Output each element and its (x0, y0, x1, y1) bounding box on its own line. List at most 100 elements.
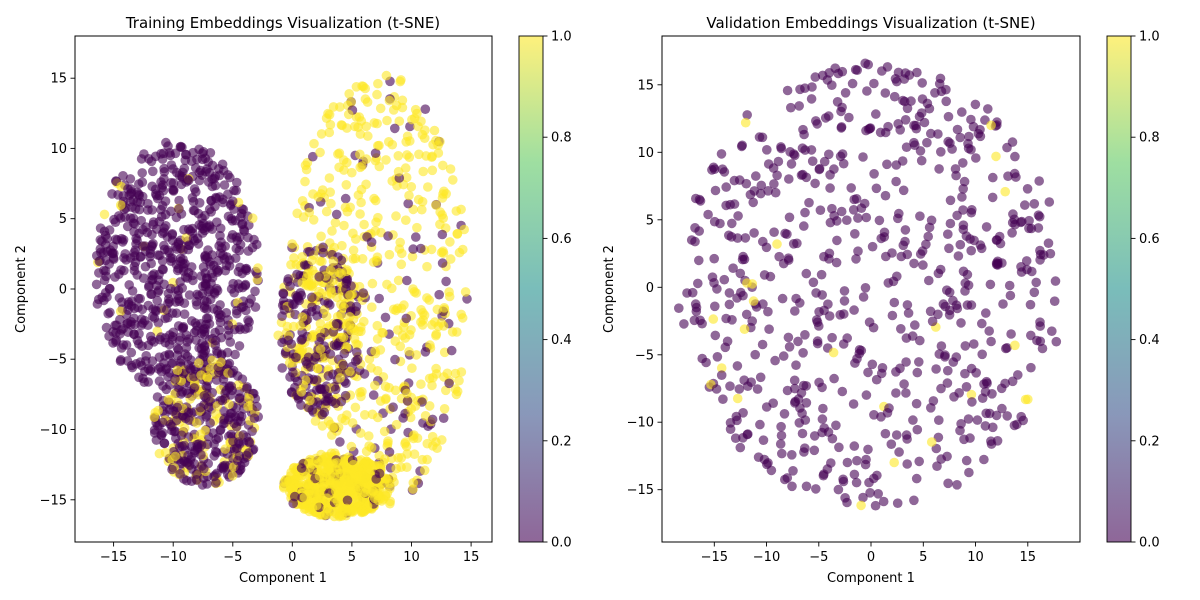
scatter-point (819, 469, 829, 480)
x-tick: 5 (348, 542, 356, 565)
scatter-point (770, 355, 780, 366)
scatter-point (307, 332, 317, 343)
scatter-point (863, 444, 873, 455)
scatter-point (958, 184, 968, 194)
scatter-point (986, 336, 996, 347)
scatter-point (876, 233, 886, 244)
scatter-point (232, 177, 242, 188)
scatter-point (221, 308, 232, 318)
scatter-point (419, 465, 430, 476)
scatter-point (902, 459, 912, 469)
scatter-point (1043, 238, 1054, 248)
scatter-point (801, 268, 812, 279)
x-tick: −5 (809, 542, 828, 565)
scatter-point (769, 227, 779, 237)
scatter-point (423, 182, 433, 192)
scatter-point (943, 365, 953, 376)
scatter-point (709, 164, 720, 174)
scatter-point (134, 228, 144, 239)
scatter-point (362, 501, 373, 511)
scatter-point (1009, 420, 1020, 431)
scatter-point (405, 412, 416, 423)
scatter-point (384, 137, 394, 147)
scatter-point (381, 393, 391, 404)
scatter-point (751, 171, 761, 181)
scatter-point (402, 275, 412, 286)
scatter-point (171, 259, 182, 270)
scatter-point (192, 418, 202, 428)
scatter-point (891, 160, 902, 170)
scatter-point (848, 399, 859, 409)
scatter-point (140, 261, 151, 272)
scatter-point (797, 143, 808, 153)
colorbar-tick-label: 0.6 (1139, 232, 1160, 247)
scatter-point (352, 347, 362, 358)
scatter-point (901, 388, 911, 398)
scatter-point (417, 454, 428, 465)
scatter-point (328, 102, 339, 112)
scatter-point (800, 207, 810, 218)
scatter-point (732, 393, 743, 404)
scatter-point (718, 394, 728, 405)
scatter-point (960, 341, 971, 351)
x-tick: 15 (1020, 542, 1036, 565)
scatter-point (337, 240, 347, 251)
scatter-point (961, 231, 972, 241)
scatter-point (938, 299, 949, 309)
scatter-point (207, 181, 218, 192)
scatter-point (768, 398, 778, 409)
scatter-point (838, 476, 849, 487)
colorbar-tick-label: 0.4 (1139, 333, 1160, 348)
scatter-point (404, 190, 414, 201)
scatter-point (915, 146, 926, 156)
scatter-point (958, 266, 969, 277)
scatter-point (915, 211, 925, 221)
scatter-point (152, 295, 162, 306)
x-tick-label: 5 (919, 550, 927, 565)
scatter-point (202, 273, 212, 284)
scatter-point (205, 363, 216, 374)
scatter-point (297, 312, 308, 322)
colorbar-tick-label: 0.0 (551, 536, 572, 551)
scatter-point (202, 297, 212, 307)
scatter-point (146, 335, 157, 346)
scatter-point (316, 288, 327, 299)
scatter-point (157, 154, 168, 164)
scatter-point (194, 198, 205, 208)
scatter-point (295, 321, 305, 331)
scatter-point (784, 212, 795, 223)
colorbar-tick: 0.6 (543, 232, 572, 247)
scatter-point (184, 290, 195, 300)
scatter-point (961, 382, 972, 392)
scatter-point (158, 381, 168, 391)
scatter-point (928, 396, 939, 406)
scatter-point (445, 237, 455, 247)
scatter-point (240, 324, 250, 334)
scatter-point (334, 162, 344, 173)
scatter-point (200, 251, 210, 262)
scatter-point (738, 433, 748, 443)
scatter-point (331, 318, 342, 329)
training-x-ticks: −15 −10 −5 0 5 10 (100, 542, 479, 565)
scatter-point (340, 202, 351, 213)
scatter-point (330, 384, 341, 395)
scatter-point (750, 349, 760, 360)
scatter-point (143, 300, 154, 311)
scatter-point (909, 495, 919, 506)
scatter-point (372, 320, 383, 331)
scatter-point (1037, 343, 1048, 354)
scatter-point (178, 322, 189, 332)
scatter-point (285, 281, 295, 291)
scatter-point (796, 170, 807, 180)
scatter-point (791, 293, 801, 304)
scatter-point (858, 152, 868, 162)
scatter-point (945, 138, 955, 148)
scatter-point (933, 309, 943, 320)
scatter-point (927, 316, 938, 327)
scatter-point (411, 232, 421, 242)
scatter-point (809, 445, 820, 456)
scatter-point (231, 232, 242, 242)
scatter-point (335, 437, 345, 447)
scatter-point (182, 388, 193, 399)
scatter-point (250, 286, 260, 297)
